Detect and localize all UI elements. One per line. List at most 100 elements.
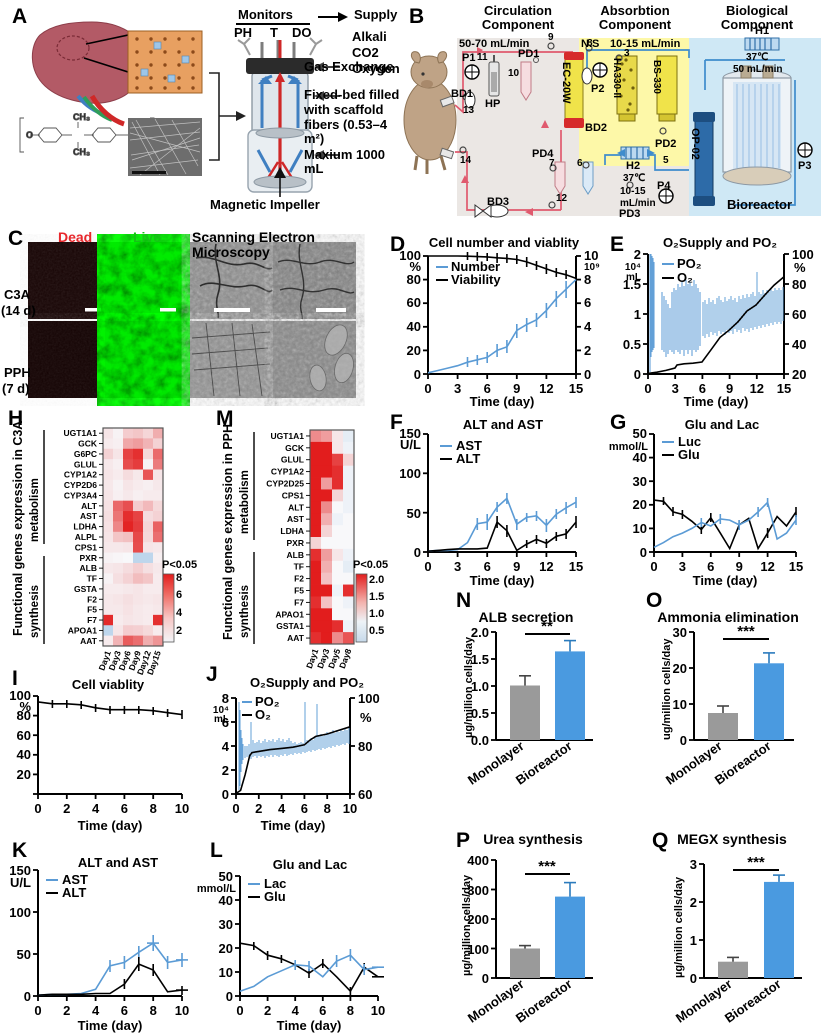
heatmap-row-label: F5 [87,605,97,615]
heatmap-cell [123,594,134,605]
panel-e: E O₂Supply and PO₂ 0 0.5 1 1.5 2 10⁴ mL 20 4… [604,232,824,409]
heatmap-cell [103,583,114,595]
heatmap-cell [153,583,164,595]
supply-item-co2: CO2 [352,45,379,60]
monitor-t-label: T [270,25,278,40]
heatmap-cell [113,583,124,595]
svg-text:20: 20 [673,661,687,676]
column-header-sem: Scanning Electron Microscopy [192,229,315,261]
heatmap-row-label: PXR [80,553,97,563]
svg-text:6: 6 [121,801,128,816]
svg-text:100: 100 [399,466,421,481]
svg-text:6: 6 [222,715,229,730]
svg-text:2: 2 [63,1003,70,1018]
heatmap-cell [153,614,164,626]
heatmap-cell [133,428,144,439]
panel-i: I Cell viablity 20 40 60 80 100 % 0 2 4 6 8 10 … [0,664,196,836]
panel-l-title: Glu and Lac [272,857,348,872]
svg-text:Time (day): Time (day) [470,394,535,409]
bd-label-bd1: BD1 [451,88,474,100]
heatmap-cell [153,479,164,491]
svg-text:30: 30 [673,625,687,640]
svg-text:2: 2 [584,343,591,358]
panel-d-title: Cell number and viablity [428,235,580,250]
svg-text:ALT: ALT [62,885,86,900]
row-time-c3a: (14 d) [1,303,36,318]
heatmap-cell [103,490,114,502]
heatmap-row-label: F7 [294,597,304,607]
heatmap-cell [143,521,154,533]
heatmap-row-label: LDHA [280,526,304,536]
panel-k: K ALT and AST 0 50 100 150 U/L 0 2 4 6 8 10 Tim… [0,836,196,1033]
heatmap-cell [310,430,322,443]
heatmap-cell [123,469,134,481]
svg-text:Time (day): Time (day) [684,394,749,409]
heatmap-cell [123,438,134,450]
panel-f-chart: 0 50 100 150 U/L 0 3 6 9 12 15 Time (day) AST A… [399,426,583,588]
heatmap-cell [321,548,333,562]
svg-text:2.0: 2.0 [369,574,384,586]
svg-text:0: 0 [482,971,489,986]
node-number-11: 11 [477,52,488,63]
svg-text:4: 4 [92,801,100,816]
heatmap-cell [143,459,154,470]
heatmap-row-label: CPS1 [75,542,97,552]
panel-i-label: I [12,667,18,690]
panel-d-label: D [390,233,406,256]
panel-q-label: Q [652,829,669,852]
heatmap-cell [123,511,134,522]
heatmap-cell [153,438,164,450]
heatmap-cell [143,511,154,522]
heatmap-row-label: GSTA1 [276,621,304,631]
svg-text:10: 10 [175,1003,189,1018]
svg-text:60: 60 [407,295,421,310]
svg-text:0.5: 0.5 [623,337,641,352]
heatmap-cell [310,501,322,514]
svg-text:300: 300 [467,883,489,898]
heatmap-cell [103,625,114,637]
heatmap-row-label: APAO1 [275,609,304,619]
panel-a-graphic: n CH₃ CH₃ O O [19,12,348,197]
svg-text:0: 0 [232,801,239,816]
svg-text:8: 8 [176,572,182,584]
svg-text:60: 60 [792,307,806,322]
svg-text:0: 0 [414,545,421,560]
callout-fixedbed-3: fibers (0.53–4 m²) [304,117,388,147]
svg-text:12: 12 [539,559,553,574]
heatmap-cell [321,489,333,502]
heatmap-cell [143,490,154,502]
heatmap-row-label: ALT [81,501,98,511]
heatmap-cell [133,594,144,605]
svg-text:0: 0 [680,733,687,748]
heatmap-cell [103,511,114,522]
svg-text:15: 15 [789,559,803,574]
svg-text:60: 60 [17,728,31,743]
heatmap-cell [123,635,134,647]
svg-text:80: 80 [17,708,31,723]
monitors-title: Monitors [238,7,293,22]
svg-text:40: 40 [407,319,421,334]
heatmap-cell [133,479,144,491]
svg-text:12: 12 [750,381,764,396]
heatmap-cell [103,635,114,647]
legend-d-number: Number [451,259,500,274]
svg-text:Time (day): Time (day) [261,818,326,833]
heatmap-cell [133,459,144,470]
heatmap-cell [321,537,333,550]
svg-text:1.0: 1.0 [471,679,489,694]
heatmap-cell [103,469,114,481]
heatmap-cell [332,548,344,562]
heatmap-row-label: UGT1A1 [63,428,97,438]
pd-label-pd3: PD3 [619,208,641,220]
svg-text:9: 9 [513,559,520,574]
heatmap-cell [321,632,333,645]
svg-text:4: 4 [176,607,183,619]
heatmap-cell [343,489,355,502]
heatmap-cell [321,525,333,538]
bioreactor-label: Bioreactor [727,197,793,212]
heatmap-cell [103,448,114,460]
svg-text:40: 40 [219,893,233,908]
heatmap-cell [123,500,134,512]
callout-max-volume: Maxium 1000 mL [304,147,385,177]
svg-text:0: 0 [34,1003,41,1018]
